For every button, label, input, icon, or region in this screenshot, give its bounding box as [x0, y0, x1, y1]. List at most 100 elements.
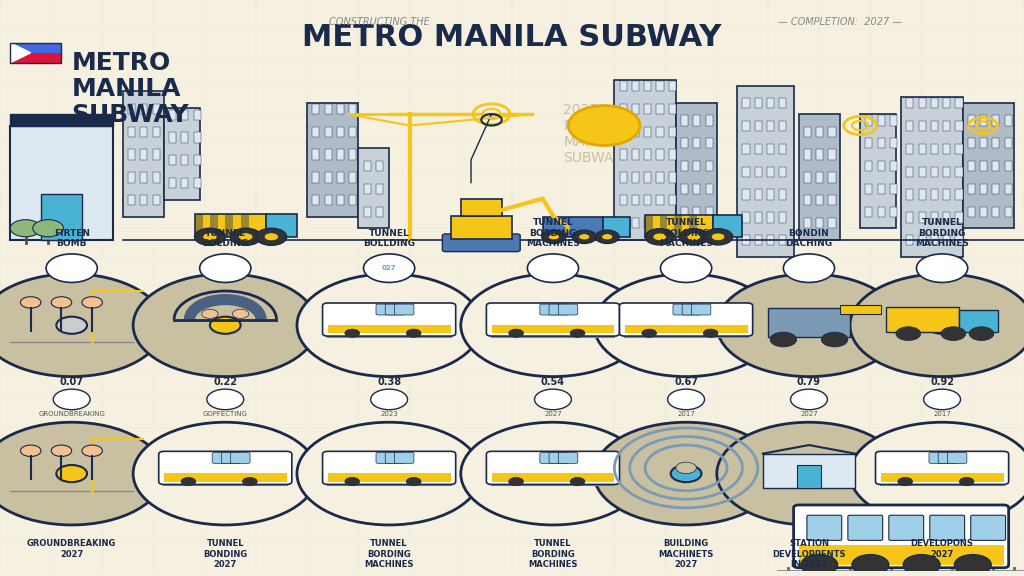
FancyBboxPatch shape: [266, 214, 297, 237]
FancyBboxPatch shape: [906, 235, 913, 245]
Circle shape: [794, 317, 824, 334]
Text: TUNNEL
BORDING
MACHINES: TUNNEL BORDING MACHINES: [526, 218, 580, 248]
Text: 2027
METRO
MANILA
SUBWAY: 2027 METRO MANILA SUBWAY: [563, 103, 621, 165]
FancyBboxPatch shape: [669, 150, 676, 160]
FancyBboxPatch shape: [602, 217, 631, 237]
Circle shape: [407, 478, 421, 486]
FancyBboxPatch shape: [164, 108, 200, 200]
FancyBboxPatch shape: [128, 104, 135, 114]
FancyBboxPatch shape: [169, 155, 176, 165]
FancyBboxPatch shape: [323, 452, 456, 484]
FancyBboxPatch shape: [955, 98, 963, 108]
FancyBboxPatch shape: [980, 207, 987, 217]
FancyBboxPatch shape: [804, 218, 811, 228]
FancyBboxPatch shape: [632, 127, 639, 137]
Circle shape: [264, 233, 279, 241]
FancyBboxPatch shape: [169, 132, 176, 143]
FancyBboxPatch shape: [755, 190, 762, 200]
Text: 0.54: 0.54: [541, 377, 565, 386]
Circle shape: [645, 229, 674, 245]
FancyBboxPatch shape: [337, 172, 344, 183]
FancyBboxPatch shape: [549, 453, 568, 463]
FancyBboxPatch shape: [943, 144, 950, 154]
FancyBboxPatch shape: [337, 150, 344, 160]
Circle shape: [671, 465, 701, 482]
FancyBboxPatch shape: [955, 121, 963, 131]
FancyBboxPatch shape: [890, 184, 897, 194]
FancyBboxPatch shape: [992, 138, 999, 149]
Circle shape: [461, 422, 645, 525]
Text: METRO MANILA SUBWAY: METRO MANILA SUBWAY: [302, 23, 722, 52]
FancyBboxPatch shape: [669, 218, 676, 228]
FancyBboxPatch shape: [955, 213, 963, 222]
FancyBboxPatch shape: [767, 190, 774, 200]
FancyBboxPatch shape: [153, 172, 160, 183]
FancyBboxPatch shape: [195, 214, 203, 237]
Text: GROUNDBREAKING: GROUNDBREAKING: [38, 411, 105, 417]
Circle shape: [509, 478, 523, 486]
Circle shape: [407, 329, 421, 338]
Circle shape: [232, 309, 249, 319]
FancyBboxPatch shape: [164, 473, 287, 482]
FancyBboxPatch shape: [364, 184, 371, 194]
Circle shape: [297, 422, 481, 525]
FancyBboxPatch shape: [323, 303, 456, 336]
Text: DEVELOPONS
2027: DEVELOPONS 2027: [910, 539, 974, 559]
Circle shape: [850, 422, 1024, 525]
FancyBboxPatch shape: [992, 207, 999, 217]
FancyBboxPatch shape: [645, 215, 713, 237]
Circle shape: [969, 327, 994, 340]
FancyBboxPatch shape: [225, 214, 233, 237]
Circle shape: [821, 332, 848, 347]
Text: TUNNEL
BOLLDING: TUNNEL BOLLDING: [364, 229, 415, 248]
FancyBboxPatch shape: [955, 144, 963, 154]
FancyBboxPatch shape: [865, 138, 872, 149]
FancyBboxPatch shape: [376, 207, 383, 217]
Circle shape: [568, 105, 640, 146]
FancyBboxPatch shape: [865, 207, 872, 217]
FancyBboxPatch shape: [656, 195, 664, 206]
FancyBboxPatch shape: [486, 303, 620, 336]
FancyBboxPatch shape: [968, 138, 975, 149]
Text: 0.38: 0.38: [377, 377, 401, 386]
FancyBboxPatch shape: [779, 213, 786, 222]
FancyBboxPatch shape: [943, 190, 950, 200]
FancyBboxPatch shape: [325, 195, 332, 206]
FancyBboxPatch shape: [992, 161, 999, 171]
FancyBboxPatch shape: [901, 97, 963, 257]
Text: TUNNEL
BOLDING
MACHINES: TUNNEL BOLDING MACHINES: [659, 218, 713, 248]
FancyBboxPatch shape: [337, 127, 344, 137]
FancyBboxPatch shape: [128, 150, 135, 160]
FancyBboxPatch shape: [878, 161, 885, 171]
FancyBboxPatch shape: [181, 109, 188, 120]
FancyBboxPatch shape: [693, 207, 700, 217]
Circle shape: [703, 229, 733, 245]
FancyBboxPatch shape: [181, 178, 188, 188]
Text: STATION
DEVELOPPENTS
IN 2027: STATION DEVELOPPENTS IN 2027: [772, 539, 846, 569]
FancyBboxPatch shape: [681, 115, 688, 126]
FancyBboxPatch shape: [865, 161, 872, 171]
FancyBboxPatch shape: [312, 172, 319, 183]
Text: 2017: 2017: [677, 411, 695, 417]
FancyBboxPatch shape: [312, 104, 319, 114]
FancyBboxPatch shape: [376, 184, 383, 194]
FancyBboxPatch shape: [955, 166, 963, 177]
FancyBboxPatch shape: [620, 303, 753, 336]
FancyBboxPatch shape: [779, 98, 786, 108]
FancyBboxPatch shape: [980, 184, 987, 194]
Text: TUNNEL
BORDING
MACHINES: TUNNEL BORDING MACHINES: [915, 218, 969, 248]
Circle shape: [133, 422, 317, 525]
FancyBboxPatch shape: [385, 304, 404, 315]
Circle shape: [794, 465, 824, 482]
Circle shape: [345, 329, 359, 338]
FancyBboxPatch shape: [364, 161, 371, 171]
FancyBboxPatch shape: [644, 104, 651, 114]
FancyBboxPatch shape: [632, 81, 639, 91]
FancyBboxPatch shape: [706, 207, 713, 217]
FancyBboxPatch shape: [181, 132, 188, 143]
Circle shape: [642, 329, 656, 338]
Polygon shape: [10, 114, 113, 126]
FancyBboxPatch shape: [620, 195, 627, 206]
Text: TUNNEL
BORDING
MACHINES: TUNNEL BORDING MACHINES: [528, 539, 578, 569]
FancyBboxPatch shape: [706, 161, 713, 171]
